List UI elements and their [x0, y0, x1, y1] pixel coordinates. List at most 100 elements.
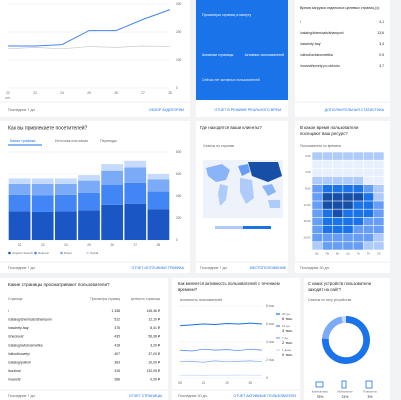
- bar-segment: [31, 178, 54, 184]
- heat-cell: [322, 176, 333, 185]
- legend-label: 30 дн.: [282, 312, 291, 316]
- date-range[interactable]: Последние 30 дн.: [300, 266, 330, 270]
- heat-cell: [363, 184, 374, 193]
- heat-cell: [353, 152, 364, 160]
- heat-cell: [363, 209, 374, 218]
- card: [0, 0, 190, 117]
- label: 0,5: [379, 53, 384, 57]
- heat-cell: [332, 217, 343, 226]
- bar-segment: [31, 211, 54, 240]
- map-region: [268, 200, 280, 208]
- legend-label: 14 дн.: [282, 324, 291, 328]
- card: [0, 278, 168, 400]
- date-range[interactable]: Последние 7 дн.: [200, 266, 228, 270]
- tab[interactable]: Переходы: [100, 139, 117, 143]
- icon-mobile: [341, 380, 347, 389]
- bar-segment: [101, 170, 124, 185]
- heat-cell: [363, 233, 374, 242]
- report-link[interactable]: ОТЧЕТ АКТИВНЫЕ ПОЛЬЗОВАТЕЛИ: [233, 394, 296, 398]
- heat-cell: [322, 193, 333, 201]
- label: 363: [114, 360, 120, 364]
- label: Сеансы по типу устройства: [308, 298, 351, 302]
- heat-cell: [363, 152, 374, 160]
- heat-cell: [312, 193, 322, 201]
- heat-cell: [343, 152, 353, 160]
- heat-cell: [322, 217, 333, 226]
- label: Какие страницы просматривают пользовател…: [8, 282, 110, 287]
- report-link[interactable]: ОТЧЕТ СТРАНИЦЫ: [129, 394, 162, 398]
- label: Ценность страницы: [131, 297, 161, 301]
- label: Сейчас нет активных пользователей: [202, 78, 260, 82]
- heat-cell: [312, 176, 322, 185]
- series-line: [179, 348, 263, 352]
- world-map: [203, 160, 283, 229]
- label: Как меняется активность пользователей с …: [178, 281, 280, 286]
- date-range[interactable]: Последние 30 дн.: [178, 394, 208, 398]
- heat-cell: [363, 217, 374, 226]
- report-link[interactable]: ОТЧЕТ ИСТОЧНИКИ ТРАФИКА: [132, 266, 185, 270]
- bar-segment: [78, 180, 100, 193]
- label: 435: [114, 335, 120, 339]
- report-link[interactable]: ОБЗОР АУДИТОРИИ: [149, 108, 185, 112]
- heat-cell: [343, 242, 353, 250]
- label: Активных пользователей: [245, 53, 284, 57]
- heat-cell: [353, 184, 364, 193]
- map-scale: [243, 226, 271, 229]
- series-line: [7, 45, 171, 50]
- report-link[interactable]: ОТЧЕТ В РЕЖИМЕ РЕАЛЬНОГО ВРЕМ.: [214, 108, 282, 112]
- heat-cell: [322, 201, 333, 209]
- heat-cell: [332, 176, 343, 185]
- y-tick-label: 0: [266, 376, 268, 380]
- heat-cell: [322, 160, 333, 169]
- date-range[interactable]: Последние 7 дн.: [8, 266, 36, 270]
- row-label: 8:00: [305, 186, 311, 190]
- heat-cell: [312, 201, 322, 209]
- row-label: 4:00: [305, 170, 311, 174]
- label: Пользователи по времени: [300, 144, 341, 148]
- bar-segment: [78, 175, 100, 181]
- row-label: 16:00: [304, 219, 311, 223]
- date-range[interactable]: Последние 7 дн.: [8, 394, 36, 398]
- label: 286: [114, 378, 120, 382]
- bar-segment: [147, 209, 170, 240]
- series-line: [179, 360, 263, 363]
- heat-cell: [363, 201, 374, 209]
- series-line: [179, 322, 263, 327]
- report-link[interactable]: ДОПОЛНИТЕЛЬНАЯ СТАТИСТИКА: [325, 108, 385, 112]
- bar-segment: [101, 204, 124, 240]
- label: 407: [114, 352, 120, 356]
- tab[interactable]: Канал трафика: [10, 139, 35, 143]
- heat-cell: [374, 217, 384, 226]
- heat-cell: [374, 233, 384, 242]
- report-link[interactable]: МЕСТОПОЛОЖЕНИЕ: [250, 266, 287, 270]
- card-footer: [196, 100, 288, 117]
- label: Просмотры страниц в минуту: [202, 13, 251, 17]
- y-tick-label: 2 тыс.: [266, 358, 275, 362]
- y-tick-label: 400: [176, 194, 182, 198]
- series-line: [8, 9, 171, 47]
- heat-cell: [332, 160, 343, 169]
- label: 145,46 ₽: [147, 309, 160, 313]
- bar-segment: [8, 178, 31, 184]
- x-tick-label: 05: [178, 381, 182, 385]
- bar-segment: [54, 183, 77, 195]
- y-tick-label: 8 тыс.: [266, 304, 275, 308]
- column-label: Пн: [326, 252, 330, 256]
- heat-cell: [343, 184, 353, 193]
- tab[interactable]: Источник или канал: [55, 139, 88, 143]
- heat-cell: [363, 176, 374, 185]
- heat-cell: [322, 233, 333, 242]
- heat-cell: [374, 209, 384, 218]
- heat-cell: [343, 233, 353, 242]
- date-range[interactable]: Последние 7 дн.: [8, 108, 36, 112]
- label: 3,20 ₽: [150, 343, 160, 347]
- y-tick-label: 100: [176, 58, 182, 62]
- y-tick-label: 0: [176, 86, 178, 90]
- legend-swatch: [60, 251, 63, 255]
- label: посещают ваш ресурс?: [300, 131, 348, 136]
- value-label: 76%: [317, 395, 324, 399]
- heat-cell: [322, 225, 333, 234]
- icon-desktop: [315, 381, 324, 388]
- bar-segment: [147, 191, 170, 210]
- label: /novosti/: [8, 378, 21, 382]
